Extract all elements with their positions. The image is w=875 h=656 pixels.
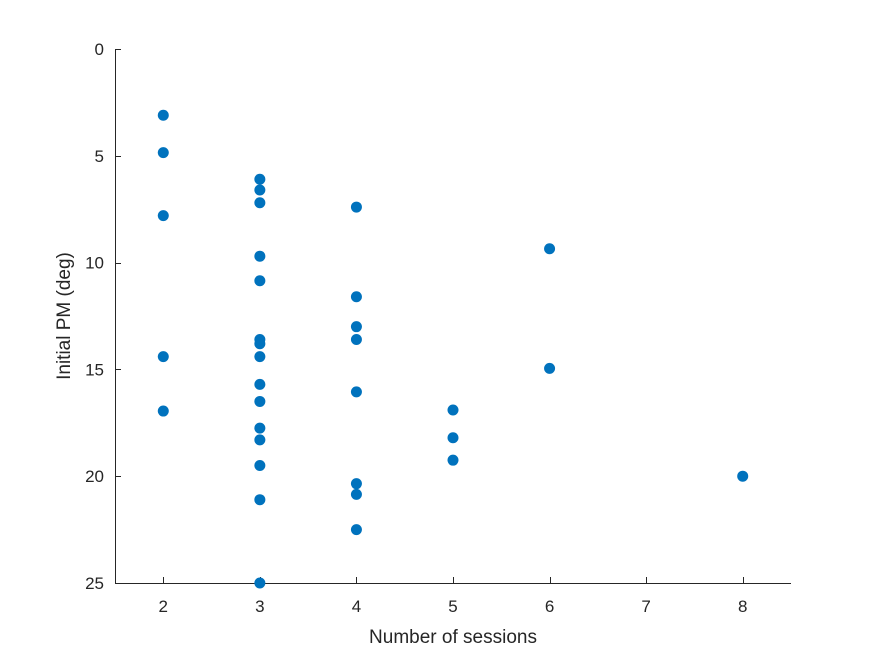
data-point — [447, 454, 459, 466]
data-point — [544, 243, 556, 255]
data-point — [157, 405, 169, 417]
data-point — [254, 434, 266, 446]
x-tick-label: 5 — [448, 597, 457, 616]
data-point — [254, 577, 266, 589]
y-tick-label: 15 — [85, 360, 104, 379]
data-point — [254, 378, 266, 390]
data-point — [447, 404, 459, 416]
x-tick-label: 2 — [159, 597, 168, 616]
y-tick-label: 20 — [85, 467, 104, 486]
data-point — [447, 432, 459, 444]
data-point — [350, 524, 362, 536]
data-point — [157, 147, 169, 159]
data-point — [350, 291, 362, 303]
data-point — [737, 470, 749, 482]
y-tick-label: 0 — [95, 40, 104, 59]
data-point — [254, 351, 266, 363]
data-point — [254, 395, 266, 407]
x-tick-label: 8 — [738, 597, 747, 616]
data-point — [350, 333, 362, 345]
data-point — [254, 460, 266, 472]
data-point — [254, 338, 266, 350]
x-tick-label: 4 — [352, 597, 361, 616]
axes — [115, 49, 791, 584]
data-point — [350, 386, 362, 398]
y-tick-label: 10 — [85, 254, 104, 273]
y-axis-label: Initial PM (deg) — [54, 252, 75, 380]
x-tick-label: 7 — [641, 597, 650, 616]
data-point — [254, 275, 266, 287]
x-tick-label: 6 — [545, 597, 554, 616]
data-point — [157, 210, 169, 222]
y-tick-label: 25 — [85, 574, 104, 593]
data-point — [157, 351, 169, 363]
x-axis-label: Number of sessions — [369, 627, 537, 648]
data-point — [254, 173, 266, 185]
data-point — [350, 321, 362, 333]
data-point — [254, 184, 266, 196]
data-point — [254, 422, 266, 434]
data-point — [157, 109, 169, 121]
data-point — [254, 250, 266, 262]
x-tick-label: 3 — [255, 597, 264, 616]
ticks: 2 3 4 5 6 7 8 0 5 10 15 20 25 — [85, 40, 747, 616]
data-point — [254, 494, 266, 506]
y-tick-label: 5 — [95, 147, 104, 166]
data-points — [157, 109, 749, 589]
data-point — [350, 488, 362, 500]
data-point — [254, 197, 266, 209]
data-point — [350, 201, 362, 213]
data-point — [350, 478, 362, 490]
data-point — [544, 362, 556, 374]
